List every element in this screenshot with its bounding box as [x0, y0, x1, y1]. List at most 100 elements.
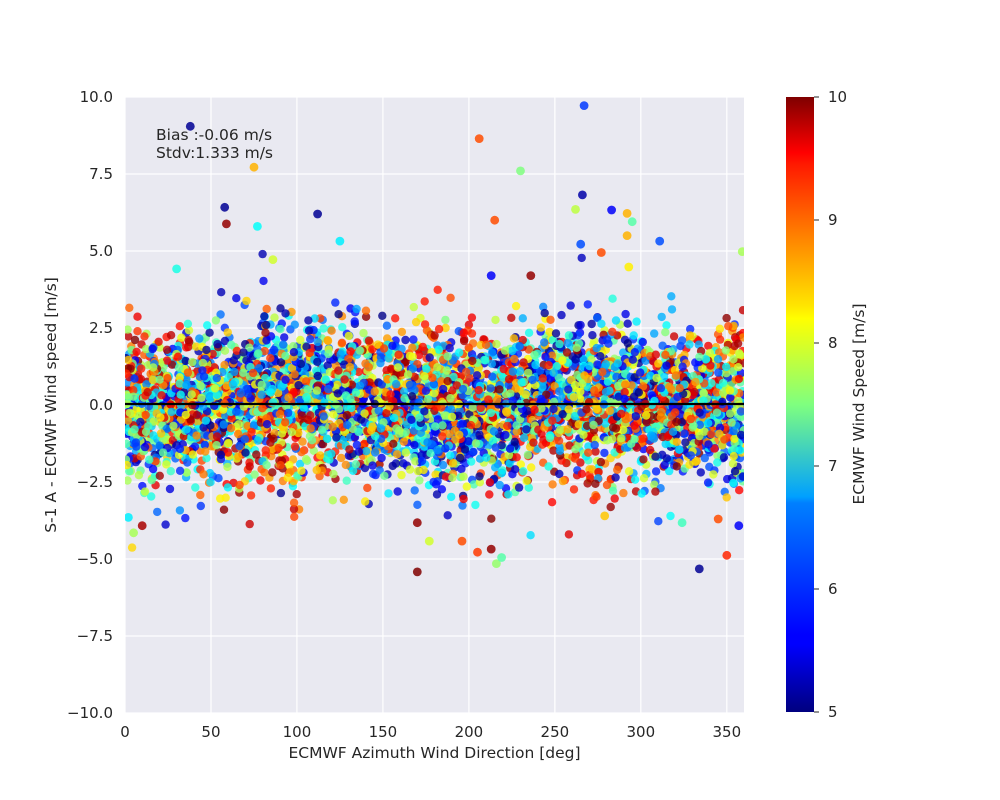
- scatter-point: [734, 374, 744, 384]
- scatter-point: [240, 435, 250, 444]
- scatter-point: [563, 425, 572, 434]
- scatter-point: [628, 355, 637, 364]
- scatter-point: [346, 347, 355, 356]
- scatter-point: [256, 476, 265, 485]
- scatter-point: [488, 372, 497, 381]
- scatter-point: [475, 472, 484, 481]
- scatter-point: [667, 385, 676, 394]
- scatter-point: [686, 451, 696, 460]
- scatter-point: [329, 469, 338, 479]
- scatter-point: [387, 364, 396, 373]
- scatter-point: [415, 476, 424, 485]
- scatter-point: [239, 368, 248, 377]
- scatter-point: [166, 331, 176, 340]
- scatter-point: [262, 420, 272, 429]
- scatter-point: [162, 356, 172, 365]
- scatter-point: [574, 420, 583, 429]
- scatter-point: [206, 394, 215, 403]
- scatter-point: [725, 409, 735, 418]
- scatter-point: [276, 324, 285, 334]
- scatter-point: [433, 363, 442, 372]
- scatter-point: [337, 338, 347, 347]
- scatter-point: [484, 395, 493, 404]
- scatter-point: [555, 425, 565, 434]
- scatter-point: [384, 489, 393, 498]
- scatter-point: [668, 427, 678, 436]
- scatter-point: [654, 517, 663, 526]
- scatter-point: [321, 375, 330, 384]
- scatter-point: [329, 410, 338, 419]
- scatter-point: [266, 438, 275, 447]
- scatter-point: [459, 336, 469, 346]
- scatter-point: [620, 394, 629, 403]
- scatter-point: [125, 303, 134, 312]
- scatter-point: [247, 427, 256, 437]
- scatter-point: [497, 469, 506, 478]
- scatter-point: [621, 380, 630, 389]
- scatter-point: [729, 478, 738, 488]
- scatter-point: [223, 448, 233, 457]
- scatter-point: [304, 316, 313, 325]
- scatter-point: [439, 384, 448, 394]
- scatter-point: [290, 512, 299, 521]
- scatter-point: [175, 444, 185, 454]
- scatter-point: [224, 438, 233, 448]
- scatter-point: [379, 344, 389, 353]
- scatter-point: [685, 460, 694, 469]
- scatter-point: [572, 343, 581, 352]
- scatter-point: [705, 462, 714, 471]
- scatter-point: [476, 403, 485, 413]
- scatter-point: [140, 332, 149, 341]
- scatter-point: [197, 393, 206, 403]
- scatter-point: [529, 438, 538, 447]
- scatter-point: [516, 460, 525, 469]
- scatter-point: [223, 483, 233, 492]
- scatter-point: [359, 328, 368, 338]
- scatter-point: [313, 371, 322, 381]
- scatter-point: [707, 430, 716, 439]
- scatter-point: [725, 386, 735, 395]
- scatter-point: [499, 364, 508, 374]
- scatter-point: [449, 372, 458, 382]
- scatter-point: [447, 405, 456, 414]
- scatter-point: [400, 394, 409, 403]
- scatter-point: [334, 405, 344, 414]
- scatter-point: [522, 476, 531, 486]
- scatter-point: [704, 440, 713, 449]
- scatter-point: [155, 471, 164, 480]
- scatter-point: [307, 436, 317, 445]
- scatter-point: [606, 502, 615, 512]
- scatter-point: [458, 384, 468, 394]
- scatter-point: [377, 380, 386, 389]
- scatter-point: [227, 414, 236, 423]
- scatter-point: [279, 340, 288, 349]
- scatter-point: [210, 384, 220, 393]
- scatter-point: [216, 494, 225, 503]
- scatter-point: [400, 387, 409, 396]
- scatter-point: [323, 336, 333, 346]
- scatter-point: [200, 440, 209, 449]
- scatter-point: [661, 350, 670, 360]
- scatter-point: [242, 296, 251, 306]
- scatter-point: [281, 309, 290, 318]
- scatter-point: [205, 468, 215, 478]
- scatter-point: [500, 346, 510, 355]
- scatter-point: [229, 356, 238, 365]
- scatter-point: [576, 387, 585, 396]
- scatter-point: [666, 511, 675, 521]
- scatter-point: [344, 331, 353, 341]
- scatter-point: [592, 343, 601, 353]
- scatter-point: [376, 358, 385, 368]
- scatter-point: [584, 448, 593, 457]
- scatter-point: [598, 367, 607, 377]
- scatter-point: [268, 398, 278, 407]
- scatter-point: [306, 424, 315, 433]
- scatter-point: [202, 345, 211, 355]
- scatter-point: [431, 422, 440, 431]
- scatter-point: [661, 439, 670, 449]
- scatter-point: [584, 374, 593, 384]
- scatter-point: [445, 343, 454, 353]
- scatter-point: [154, 337, 163, 346]
- scatter-point: [260, 346, 269, 356]
- scatter-point: [252, 450, 261, 459]
